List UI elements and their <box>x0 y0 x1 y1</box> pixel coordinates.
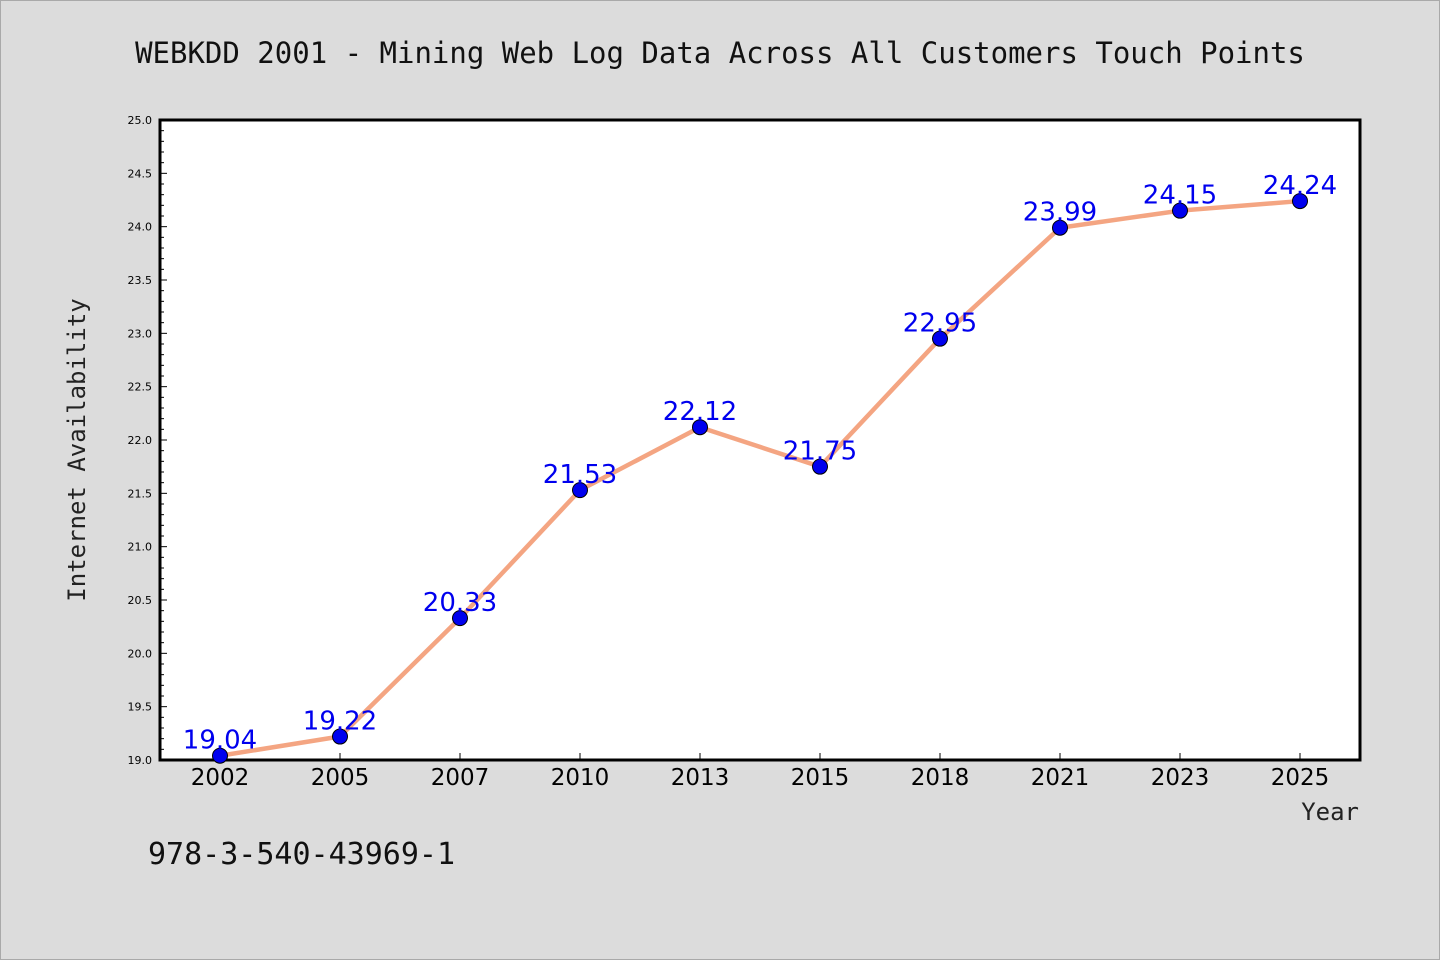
x-tick-label: 2023 <box>1151 765 1210 791</box>
y-tick-label: 20.0 <box>128 647 153 660</box>
data-label: 23.99 <box>1023 198 1097 228</box>
data-label: 20.33 <box>423 588 497 618</box>
data-point <box>692 419 708 436</box>
x-tick-label: 2025 <box>1271 765 1330 791</box>
x-axis-label: Year <box>1301 798 1359 826</box>
y-tick-label: 22.0 <box>128 434 153 447</box>
y-tick-label: 21.0 <box>128 541 153 554</box>
x-tick-label: 2021 <box>1031 765 1090 791</box>
y-axis: 19.0 19.5 20.0 20.5 21.0 21.5 22.0 22.5 23.0 23.5… <box>128 114 167 767</box>
y-tick-label: 19.0 <box>128 754 153 767</box>
data-label: 21.53 <box>543 460 617 490</box>
data-label: 22.12 <box>663 397 737 427</box>
y-tick-label: 22.5 <box>128 381 153 394</box>
data-point <box>812 458 828 475</box>
y-tick-label: 25.0 <box>128 114 153 127</box>
data-label: 24.15 <box>1143 181 1217 211</box>
x-tick-label: 2018 <box>911 765 970 791</box>
x-tick-label: 2015 <box>791 765 850 791</box>
y-tick-label: 21.5 <box>128 487 153 500</box>
y-tick-label: 19.5 <box>128 701 153 714</box>
x-tick-label: 2013 <box>671 765 730 791</box>
plot-area <box>158 118 1362 762</box>
data-point <box>452 610 468 627</box>
chart-title: WEBKDD 2001 - Mining Web Log Data Across… <box>135 36 1305 70</box>
data-label: 24.24 <box>1263 171 1337 201</box>
data-point <box>1292 193 1308 210</box>
data-point <box>572 482 588 499</box>
data-point <box>332 728 348 745</box>
data-label: 19.04 <box>183 726 257 756</box>
data-point <box>212 747 228 764</box>
y-tick-label: 24.0 <box>128 221 153 234</box>
data-point <box>1052 219 1068 236</box>
footer-isbn: 978-3-540-43969-1 <box>148 837 455 872</box>
x-tick-label: 2002 <box>191 765 250 791</box>
x-tick-label: 2007 <box>431 765 490 791</box>
y-tick-label: 20.5 <box>128 594 153 607</box>
data-point <box>932 330 948 347</box>
x-tick-label: 2005 <box>311 765 370 791</box>
data-labels: 19.04 19.22 20.33 21.53 22.12 21.75 22.95 23.99… <box>183 171 1337 756</box>
series-line <box>219 198 1301 758</box>
data-label: 21.75 <box>783 437 857 467</box>
data-label: 19.22 <box>303 707 377 737</box>
series-group <box>212 193 1308 764</box>
y-tick-label: 23.5 <box>128 274 153 287</box>
y-tick-label: 24.5 <box>128 167 153 180</box>
data-point <box>1172 202 1188 219</box>
data-label: 22.95 <box>903 309 977 339</box>
y-axis-label: Internet Availability <box>63 298 91 601</box>
x-tick-label: 2010 <box>551 765 610 791</box>
x-axis: 2002 2005 2007 2010 2013 2015 2018 2021 2023 2025 <box>191 753 1330 791</box>
y-tick-label: 23.0 <box>128 327 153 340</box>
